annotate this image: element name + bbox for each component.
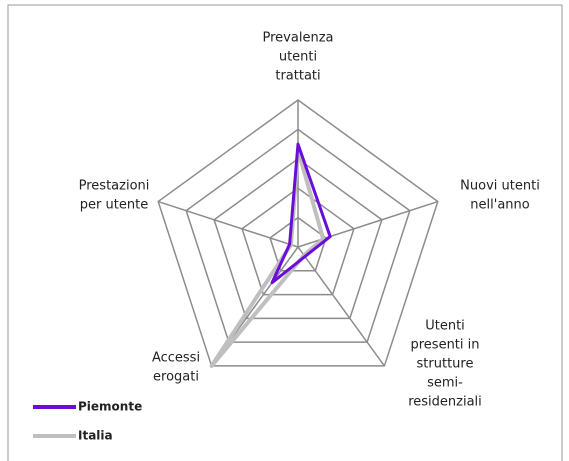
category-label: strutture bbox=[417, 357, 474, 372]
category-label: residenziali bbox=[408, 395, 482, 410]
category-label: Prevalenza bbox=[263, 31, 334, 46]
legend-label: Piemonte bbox=[78, 400, 142, 414]
grid-ring bbox=[241, 187, 355, 296]
grid-ring bbox=[157, 99, 439, 367]
category-label: presenti in bbox=[410, 338, 479, 353]
grid-ring bbox=[185, 128, 411, 343]
grid-ring bbox=[213, 157, 383, 320]
category-label: Prestazioni bbox=[79, 179, 150, 194]
frame bbox=[7, 4, 563, 461]
legend-label: Italia bbox=[78, 429, 113, 443]
category-label: Nuovi utenti bbox=[460, 179, 540, 194]
spoke bbox=[157, 200, 299, 248]
spoke bbox=[297, 246, 386, 367]
series-line bbox=[270, 142, 332, 285]
category-label: nell'anno bbox=[470, 198, 529, 213]
category-label: per utente bbox=[80, 198, 148, 213]
category-label: trattati bbox=[275, 69, 320, 84]
category-label: Accessi bbox=[152, 351, 200, 366]
category-label: semi- bbox=[427, 376, 463, 391]
category-label: Utenti bbox=[425, 319, 465, 334]
category-label: utenti bbox=[279, 50, 317, 65]
category-label: erogati bbox=[153, 370, 199, 385]
